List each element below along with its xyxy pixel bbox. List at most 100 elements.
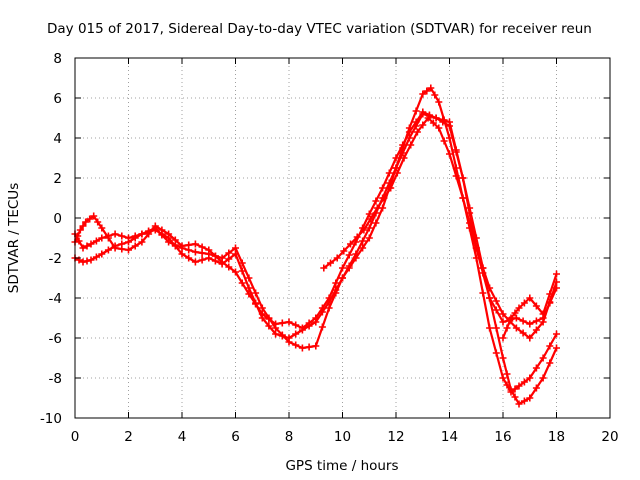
data-point xyxy=(318,323,326,331)
x-tick-label: 0 xyxy=(71,429,80,445)
data-point xyxy=(412,118,420,126)
data-point xyxy=(499,334,507,342)
data-point xyxy=(532,302,540,310)
data-point xyxy=(94,218,102,226)
data-point xyxy=(546,342,554,350)
x-tick-label: 4 xyxy=(178,429,187,445)
data-point xyxy=(318,304,326,312)
data-point xyxy=(238,267,246,275)
data-point xyxy=(191,248,199,256)
data-point xyxy=(245,274,253,282)
data-point xyxy=(372,219,380,227)
data-point xyxy=(526,320,534,328)
data-point xyxy=(298,344,306,352)
data-point xyxy=(423,87,431,95)
series-track-e xyxy=(499,270,560,342)
x-tick-label: 14 xyxy=(441,429,458,445)
data-point xyxy=(131,242,139,250)
data-point xyxy=(272,330,280,338)
data-point xyxy=(86,215,94,223)
data-point xyxy=(446,118,453,126)
data-point xyxy=(272,320,280,328)
data-point xyxy=(138,238,146,246)
data-point xyxy=(245,284,253,292)
data-point xyxy=(118,245,126,253)
data-point xyxy=(419,90,427,98)
data-point xyxy=(98,234,106,242)
data-point xyxy=(503,324,511,332)
data-point xyxy=(178,242,186,250)
data-point xyxy=(79,222,87,230)
data-point xyxy=(111,230,119,238)
data-point xyxy=(205,254,213,262)
data-point xyxy=(205,246,213,254)
data-point xyxy=(399,149,407,157)
data-point xyxy=(258,310,266,318)
data-point xyxy=(171,242,179,250)
data-point xyxy=(185,254,193,262)
data-point xyxy=(359,237,367,245)
data-point xyxy=(198,249,206,257)
data-point xyxy=(372,197,380,205)
data-point xyxy=(104,246,112,254)
data-point xyxy=(125,238,132,246)
data-point xyxy=(98,224,106,232)
data-point xyxy=(292,341,300,349)
data-point xyxy=(432,114,440,122)
data-point xyxy=(305,319,313,327)
data-point xyxy=(380,194,388,202)
data-point xyxy=(87,256,95,264)
data-point xyxy=(452,146,460,154)
y-tick-label: -10 xyxy=(40,411,62,427)
data-point xyxy=(446,150,453,158)
data-point xyxy=(532,317,540,325)
data-point xyxy=(347,240,354,248)
data-point xyxy=(245,290,253,298)
data-point xyxy=(292,321,300,329)
data-point xyxy=(332,279,340,287)
data-point xyxy=(499,374,507,382)
x-tick-label: 2 xyxy=(124,429,133,445)
data-point xyxy=(191,240,199,248)
data-point xyxy=(419,121,427,129)
data-point xyxy=(472,244,480,252)
data-point xyxy=(413,128,421,136)
data-point xyxy=(258,304,266,312)
data-point xyxy=(79,258,87,266)
y-axis: 8 6 4 2 0 -2 -4 -6 -8 -10 xyxy=(40,51,610,427)
x-axis-label: GPS time / hours xyxy=(285,458,398,474)
x-tick-label: 16 xyxy=(494,429,511,445)
data-point xyxy=(198,243,206,251)
data-point xyxy=(340,247,348,255)
y-axis-label: SDTVAR / TECUs xyxy=(6,183,22,293)
data-point xyxy=(503,370,511,378)
data-point xyxy=(312,342,320,350)
data-point xyxy=(225,263,233,271)
data-point xyxy=(367,215,375,223)
data-point xyxy=(285,318,293,326)
data-point xyxy=(352,250,360,258)
data-point xyxy=(87,240,95,248)
series-track-c xyxy=(71,108,560,332)
data-point xyxy=(75,237,83,245)
y-tick-label: -8 xyxy=(49,371,62,387)
data-point xyxy=(499,318,507,326)
data-point xyxy=(218,258,226,266)
data-point xyxy=(515,382,523,390)
data-point xyxy=(278,319,286,327)
data-point xyxy=(499,310,507,318)
data-point xyxy=(511,385,519,393)
data-point xyxy=(515,304,523,312)
data-point xyxy=(435,98,443,106)
x-tick-label: 8 xyxy=(285,429,294,445)
data-point xyxy=(165,230,173,238)
data-point xyxy=(393,169,401,177)
data-point xyxy=(412,107,420,115)
x-axis: 0 2 4 6 8 10 12 14 16 18 20 xyxy=(71,58,619,445)
data-point xyxy=(373,204,381,212)
y-tick-label: 4 xyxy=(53,131,62,147)
data-point xyxy=(305,343,313,351)
data-point xyxy=(145,230,153,238)
data-point xyxy=(379,184,387,192)
data-point xyxy=(526,394,534,402)
